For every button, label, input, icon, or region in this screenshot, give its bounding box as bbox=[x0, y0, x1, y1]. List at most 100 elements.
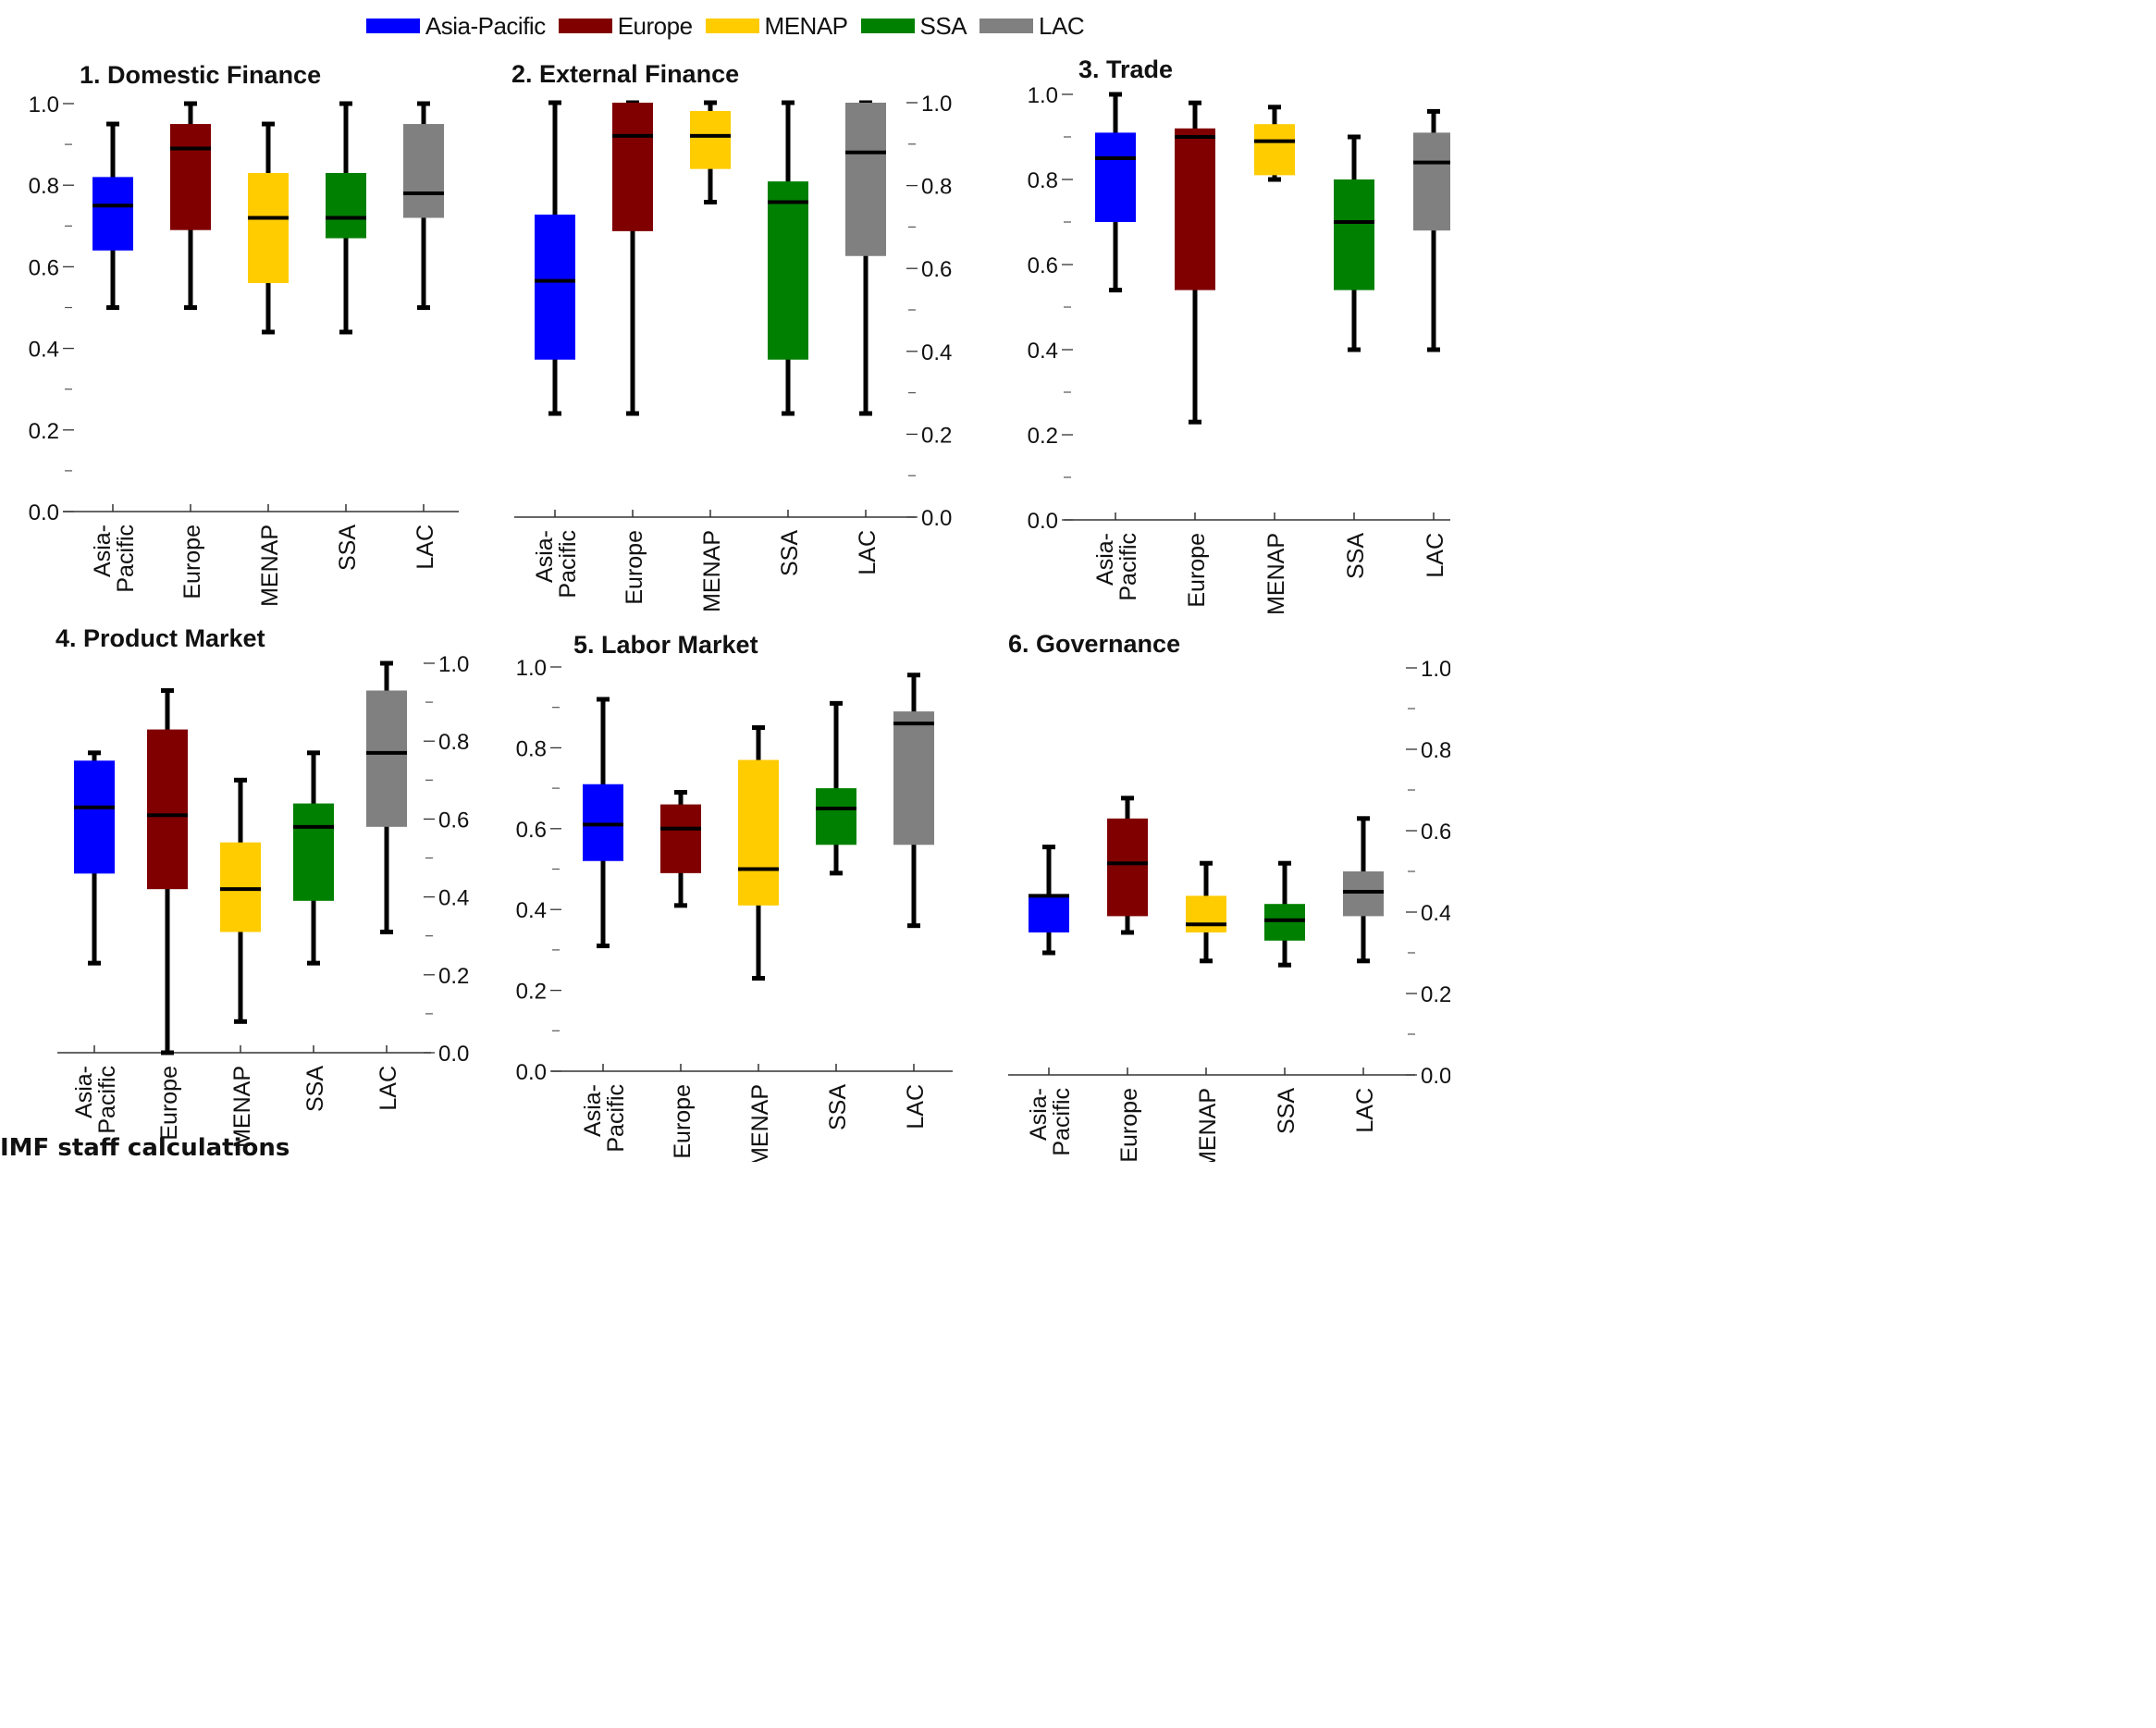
y-tick-label: 0.2 bbox=[516, 980, 547, 1005]
legend-label-lac: LAC bbox=[1039, 11, 1085, 40]
legend-item-asia-pacific: Asia-Pacific bbox=[365, 12, 546, 41]
x-category-label: LAC bbox=[1352, 1088, 1378, 1133]
y-tick-label: 0.6 bbox=[1421, 820, 1450, 845]
iqr-box bbox=[1175, 128, 1215, 290]
iqr-box bbox=[535, 214, 575, 360]
y-tick-label: 0.0 bbox=[1028, 509, 1058, 534]
x-category-label: MENAP bbox=[257, 525, 283, 607]
box-ssa: SSA bbox=[326, 101, 366, 571]
x-category-label-line: LAC bbox=[376, 1066, 401, 1111]
x-category-label-line: MENAP bbox=[747, 1084, 773, 1162]
x-category-label-line: Pacific bbox=[94, 1066, 120, 1134]
box-europe: Europe bbox=[612, 100, 653, 605]
y-tick-label: 0.0 bbox=[516, 1060, 547, 1085]
box-lac: LAC bbox=[1343, 816, 1384, 1133]
box-menap: MENAP bbox=[738, 725, 779, 1162]
iqr-box bbox=[1334, 179, 1374, 290]
x-category-label-line: Asia- bbox=[532, 530, 558, 583]
x-category-label-line: MENAP bbox=[229, 1066, 255, 1148]
x-category-label-line: SSA bbox=[1343, 533, 1369, 579]
x-category-label-line: Pacific bbox=[113, 525, 139, 593]
y-tick-label: 0.4 bbox=[1421, 901, 1450, 926]
x-category-label: MENAP bbox=[1263, 533, 1289, 615]
y-tick-label: 0.4 bbox=[438, 886, 469, 911]
y-tick-label: 0.0 bbox=[29, 500, 59, 525]
x-category-label-line: LAC bbox=[1423, 533, 1448, 578]
y-tick-label: 1.0 bbox=[1421, 657, 1450, 682]
y-tick-label: 1.0 bbox=[1028, 83, 1058, 108]
y-tick-label: 1.0 bbox=[438, 652, 469, 677]
x-category-label-line: MENAP bbox=[1263, 533, 1289, 615]
x-category-label: Europe bbox=[156, 1066, 182, 1141]
legend-swatch-europe bbox=[558, 19, 612, 33]
x-category-label: SSA bbox=[335, 525, 361, 571]
x-category-label-line: SSA bbox=[825, 1084, 851, 1130]
box-menap: MENAP bbox=[690, 100, 731, 612]
x-category-label: Europe bbox=[622, 530, 647, 605]
iqr-box bbox=[1413, 132, 1450, 231]
source-note: IMF staff calculations bbox=[0, 1134, 290, 1162]
x-category-label-line: Europe bbox=[156, 1066, 182, 1141]
x-category-label-line: LAC bbox=[855, 530, 881, 575]
x-category-label: SSA bbox=[777, 530, 803, 576]
x-category-label: SSA bbox=[302, 1066, 328, 1112]
iqr-box bbox=[1254, 124, 1295, 176]
iqr-box bbox=[366, 690, 407, 827]
legend-swatch-asia-pacific bbox=[365, 19, 420, 33]
x-category-label-line: LAC bbox=[413, 525, 438, 570]
iqr-box bbox=[248, 172, 289, 284]
y-tick-label: 0.6 bbox=[1028, 253, 1058, 278]
box-asia-pacific: Asia-Pacific bbox=[580, 697, 629, 1153]
box-asia-pacific: Asia-Pacific bbox=[532, 100, 581, 599]
y-tick-label: 0.8 bbox=[438, 730, 469, 755]
x-category-label: SSA bbox=[825, 1084, 851, 1130]
box-asia-pacific: Asia-Pacific bbox=[1092, 92, 1141, 601]
iqr-box bbox=[660, 804, 701, 873]
x-category-label: MENAP bbox=[229, 1066, 255, 1148]
legend-item-europe: Europe bbox=[558, 11, 693, 41]
iqr-box bbox=[738, 759, 779, 906]
x-category-label: MENAP bbox=[699, 530, 725, 612]
chart-panel-3: 3. Trade 0.0 0.2 0.4 0.6 0.8 1.0 Asia-Pacific Eu… bbox=[1028, 56, 1450, 615]
x-category-label: Europe bbox=[179, 525, 205, 599]
y-tick-label: 0.4 bbox=[516, 898, 547, 923]
iqr-box bbox=[612, 103, 653, 231]
x-category-label: SSA bbox=[1274, 1088, 1300, 1134]
panel-title: 4. Product Market bbox=[55, 624, 265, 652]
x-category-label-line: Pacific bbox=[1115, 533, 1141, 601]
x-category-label: MENAP bbox=[1195, 1088, 1221, 1162]
legend-label-menap: MENAP bbox=[764, 11, 848, 40]
y-tick-label: 0.6 bbox=[29, 255, 59, 280]
legend-item-menap: MENAP bbox=[705, 11, 848, 41]
iqr-box bbox=[403, 124, 444, 218]
legend-label-ssa: SSA bbox=[919, 11, 967, 40]
x-category-label-line: Europe bbox=[1184, 533, 1210, 608]
y-tick-label: 0.6 bbox=[516, 818, 547, 843]
iqr-box bbox=[583, 784, 623, 861]
x-category-label: MENAP bbox=[747, 1084, 773, 1162]
x-category-label-line: SSA bbox=[335, 525, 361, 571]
x-category-label-line: Asia- bbox=[580, 1084, 606, 1137]
box-europe: Europe bbox=[1107, 796, 1148, 1162]
legend-label-europe: Europe bbox=[617, 11, 693, 40]
x-category-label: LAC bbox=[376, 1066, 401, 1111]
x-category-label: LAC bbox=[903, 1084, 929, 1129]
iqr-box bbox=[1186, 895, 1226, 932]
x-category-label: Asia-Pacific bbox=[580, 1084, 629, 1153]
y-tick-label: 0.2 bbox=[1028, 424, 1058, 449]
iqr-box bbox=[1343, 871, 1384, 917]
iqr-box bbox=[293, 803, 334, 901]
box-lac: LAC bbox=[893, 673, 934, 1129]
box-menap: MENAP bbox=[1254, 105, 1295, 615]
y-tick-label: 1.0 bbox=[921, 92, 952, 117]
legend-swatch-lac bbox=[979, 19, 1034, 33]
y-tick-label: 0.8 bbox=[1028, 168, 1058, 193]
x-category-label: Europe bbox=[1184, 533, 1210, 608]
box-ssa: SSA bbox=[293, 750, 334, 1112]
iqr-box bbox=[816, 788, 856, 845]
box-europe: Europe bbox=[170, 101, 211, 599]
iqr-box bbox=[845, 103, 886, 256]
y-tick-label: 0.4 bbox=[29, 338, 59, 363]
x-category-label-line: MENAP bbox=[257, 525, 283, 607]
iqr-box bbox=[1029, 895, 1069, 932]
